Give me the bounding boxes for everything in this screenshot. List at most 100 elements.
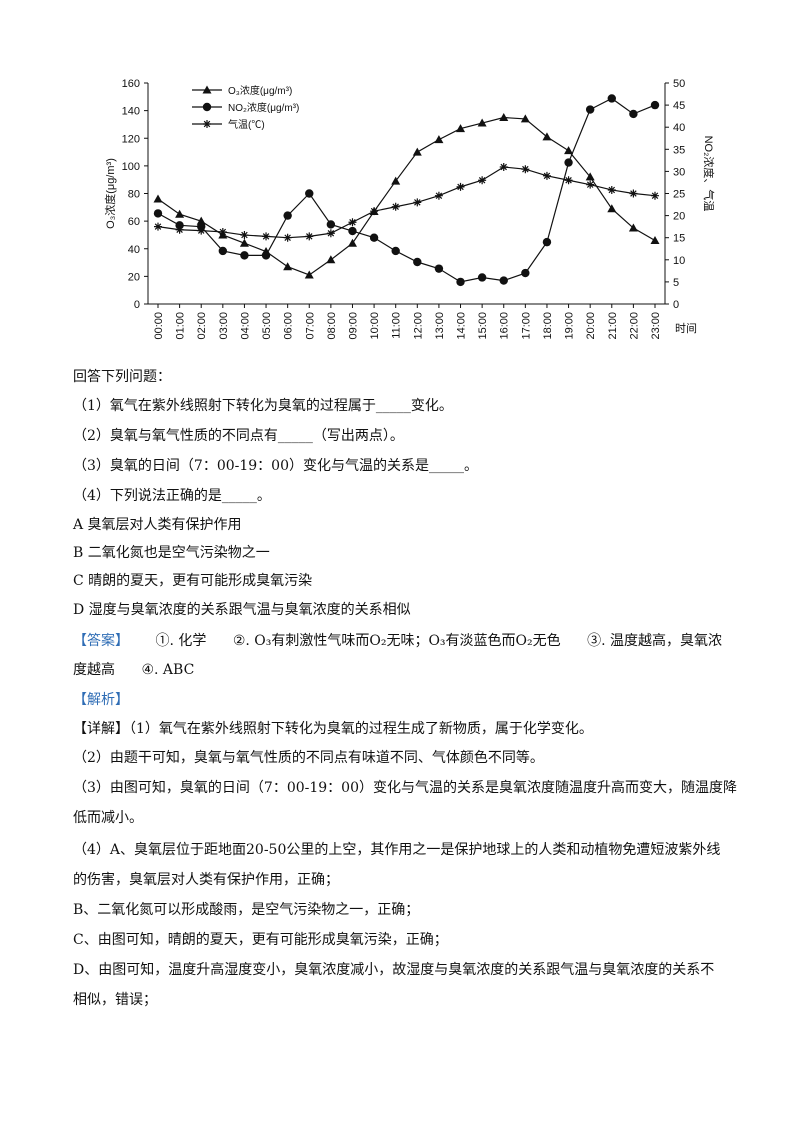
question-intro: 回答下列问题： bbox=[73, 369, 171, 385]
y-tick-label-right: 10 bbox=[673, 255, 685, 267]
series-1-point bbox=[239, 238, 249, 247]
y-tick-label-right: 30 bbox=[673, 166, 685, 178]
y-tick-label-right: 5 bbox=[673, 277, 679, 289]
y-tick-label-left: 40 bbox=[128, 244, 140, 256]
y-tick-label-right: 0 bbox=[673, 299, 679, 311]
series-2-point bbox=[585, 105, 595, 114]
y-tick-label-right: 20 bbox=[673, 211, 685, 223]
series-1-point bbox=[326, 255, 336, 264]
legend-label-2: NO₂浓度(μg/m³) bbox=[228, 101, 299, 114]
answer-3-cont: 度越高 bbox=[73, 662, 115, 678]
series-2-point bbox=[650, 100, 660, 110]
x-tick-label: 11:00 bbox=[391, 312, 403, 339]
series-2-point bbox=[218, 246, 228, 256]
series-2-point bbox=[456, 277, 465, 287]
series-1-point bbox=[412, 147, 422, 156]
detail-7-cont: 相似，错误； bbox=[73, 992, 157, 1008]
y-tick-label-right: 45 bbox=[673, 100, 685, 112]
series-2-point bbox=[240, 251, 249, 260]
x-tick-label: 18:00 bbox=[542, 312, 554, 340]
series-3-point bbox=[218, 227, 227, 236]
series-3-point bbox=[434, 191, 443, 200]
detail-3-cont: 低而减小。 bbox=[73, 810, 143, 826]
series-2-point bbox=[499, 276, 508, 285]
ozone-line-chart: 0 20 40 60 80 100 120 140 160 0 5 10 15 20 25 30 35 40 45 5… bbox=[103, 78, 716, 340]
legend-marker-2 bbox=[202, 102, 212, 112]
option-b: B 二氧化氮也是空气污染物之一 bbox=[73, 545, 270, 561]
x-tick-label: 04:00 bbox=[239, 312, 251, 340]
series-2-point bbox=[477, 273, 487, 282]
series-3-point bbox=[564, 176, 573, 185]
y-axis-title-right: NO₂浓度、气温 bbox=[702, 136, 716, 212]
x-tick-label: 05:00 bbox=[261, 312, 273, 340]
series-1-point bbox=[153, 194, 163, 203]
series-3-point bbox=[305, 232, 314, 241]
legend-label-1: O₃浓度(μg/m³) bbox=[228, 84, 292, 97]
y-axis-title-left: O₃浓度(μg/m³) bbox=[103, 158, 117, 229]
series-1-point bbox=[391, 176, 401, 185]
y-tick-label-right: 50 bbox=[673, 78, 685, 90]
series-3-point bbox=[391, 202, 400, 211]
x-tick-label: 00:00 bbox=[153, 312, 165, 340]
y-tick-label-right: 35 bbox=[673, 144, 685, 156]
detail-4-cont: 的伤害，臭氧层对人类有保护作用，正确； bbox=[73, 872, 339, 888]
legend-marker-1 bbox=[202, 85, 212, 94]
x-tick-label: 07:00 bbox=[304, 312, 316, 340]
series-1-point bbox=[650, 235, 660, 244]
x-tick-label: 16:00 bbox=[499, 312, 511, 340]
series-1-point bbox=[283, 262, 293, 271]
series-3-point bbox=[326, 229, 335, 238]
detail-7: D、由图可知，温度升高湿度变小，臭氧浓度减小，故湿度与臭氧浓度的关系跟气温与臭氧… bbox=[73, 962, 715, 978]
series-2-point bbox=[564, 158, 573, 167]
series-1-point bbox=[542, 132, 552, 141]
series-3-point bbox=[283, 233, 292, 242]
detail-1-text: （1）氧气在紫外线照射下转化为臭氧的过程生成了新物质，属于化学变化。 bbox=[129, 721, 593, 737]
series-2-point bbox=[521, 268, 530, 278]
question-1: （1）氧气在紫外线照射下转化为臭氧的过程属于_____变化。 bbox=[73, 398, 453, 414]
series-2-point bbox=[629, 109, 638, 119]
x-tick-label: 12:00 bbox=[412, 312, 424, 340]
detail-4: （4）A、臭氧层位于距地面20-50公里的上空，其作用之一是保护地球上的人类和动… bbox=[73, 842, 721, 858]
series-3-point bbox=[607, 185, 616, 194]
series-3-point bbox=[478, 176, 487, 185]
series-1-point bbox=[477, 118, 487, 127]
x-tick-label: 19:00 bbox=[564, 312, 576, 340]
series-line-1 bbox=[157, 116, 656, 276]
series-1-point bbox=[585, 172, 595, 181]
series-1-point bbox=[434, 135, 444, 144]
y-tick-label-left: 140 bbox=[122, 106, 140, 118]
x-tick-label: 21:00 bbox=[607, 312, 619, 340]
answer-label: 【答案】 bbox=[73, 633, 129, 649]
detail-1: 【详解】（1）氧气在紫外线照射下转化为臭氧的过程生成了新物质，属于化学变化。 bbox=[73, 719, 593, 739]
option-c: C 晴朗的夏天，更有可能形成臭氧污染 bbox=[73, 573, 313, 589]
series-1-point bbox=[304, 270, 314, 279]
y-tick-label-right: 25 bbox=[673, 189, 685, 201]
series-3-point bbox=[651, 191, 659, 200]
x-tick-label: 15:00 bbox=[477, 312, 489, 340]
series-3-point bbox=[629, 189, 638, 198]
detail-5: B、二氧化氮可以形成酸雨，是空气污染物之一，正确； bbox=[73, 902, 420, 918]
answer-line-2: 度越高 ④. ABC bbox=[73, 660, 194, 680]
answer-2: ②. O₃有刺激性气味而O₂无味；O₃有淡蓝色而O₂无色 bbox=[232, 633, 561, 649]
series-1-point bbox=[175, 209, 185, 218]
series-3-point bbox=[456, 182, 465, 191]
series-2-point bbox=[413, 257, 422, 267]
series-2-point bbox=[261, 251, 271, 260]
series-3-point bbox=[586, 180, 595, 189]
x-tick-label: 14:00 bbox=[456, 312, 468, 340]
option-a: A 臭氧层对人类有保护作用 bbox=[73, 517, 242, 533]
y-tick-label-left: 160 bbox=[122, 78, 140, 90]
x-tick-label: 06:00 bbox=[283, 312, 295, 340]
series-1-point bbox=[347, 238, 357, 247]
answer-1: ①. 化学 bbox=[155, 633, 207, 649]
x-tick-label: 01:00 bbox=[175, 312, 187, 340]
x-tick-label: 10:00 bbox=[369, 312, 381, 340]
y-tick-label-left: 20 bbox=[128, 271, 140, 283]
x-axis-title: 时间 bbox=[675, 322, 697, 335]
series-1-point bbox=[499, 113, 509, 122]
series-2-point bbox=[391, 246, 400, 256]
y-tick-label-right: 40 bbox=[673, 122, 685, 134]
legend-label-3: 气温(℃) bbox=[228, 118, 265, 131]
y-tick-label-left: 120 bbox=[122, 133, 140, 145]
x-tick-label: 17:00 bbox=[520, 312, 532, 340]
